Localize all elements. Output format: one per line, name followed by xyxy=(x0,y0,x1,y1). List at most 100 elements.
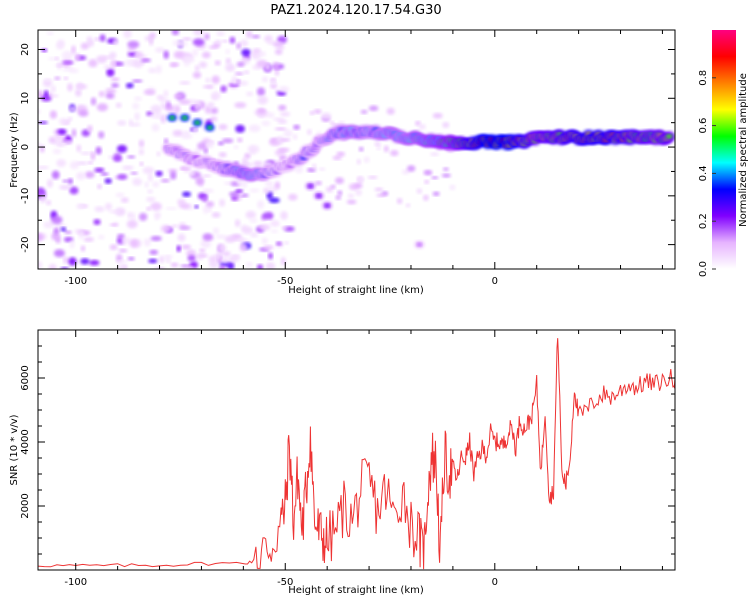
heatmap-blob xyxy=(38,121,48,125)
heatmap-blob xyxy=(76,144,82,153)
heatmap-blob xyxy=(111,83,120,88)
colorbar-label: Normalized spectral amplitude xyxy=(738,73,749,227)
heatmap-blob xyxy=(219,264,227,269)
heatmap-blob xyxy=(313,109,322,114)
heatmap-blob xyxy=(281,138,291,142)
heatmap-blob xyxy=(205,201,215,208)
heatmap-blob xyxy=(103,65,111,69)
heatmap-blob xyxy=(329,120,335,125)
heatmap-blob xyxy=(241,57,250,65)
heatmap-blob xyxy=(197,142,208,151)
heatmap-blob xyxy=(220,85,227,93)
heatmap-blob xyxy=(109,223,119,227)
heatmap-blob xyxy=(53,227,60,235)
heatmap-blob xyxy=(204,33,210,41)
heatmap-blob xyxy=(139,161,144,166)
heatmap-blob xyxy=(236,42,241,50)
heatmap-blob xyxy=(261,237,268,245)
heatmap-blob xyxy=(257,107,266,114)
heatmap-blob xyxy=(163,89,169,98)
heatmap-blob xyxy=(115,102,122,108)
heatmap-blob xyxy=(120,197,129,203)
heatmap-blob xyxy=(68,257,77,266)
heatmap-blob xyxy=(51,170,60,180)
spectrogram-y-tick-label: -20 xyxy=(20,236,31,252)
heatmap-blob xyxy=(69,106,76,112)
heatmap-blob xyxy=(62,60,74,65)
heatmap-blob xyxy=(233,145,239,150)
heatmap-blob xyxy=(63,76,69,80)
heatmap-blob xyxy=(202,85,215,89)
heatmap-blob xyxy=(236,79,241,83)
heatmap-blob xyxy=(227,262,235,269)
heatmap-blob xyxy=(182,55,195,64)
figure-title: PAZ1.2024.120.17.54.G30 xyxy=(270,3,441,18)
heatmap-blob xyxy=(178,99,191,105)
heatmap-blob xyxy=(205,141,214,149)
heatmap-blob xyxy=(71,128,77,138)
heatmap-blob xyxy=(376,145,381,151)
heatmap-blob xyxy=(202,188,214,193)
heatmap-blob xyxy=(67,178,73,185)
heatmap-blob xyxy=(127,40,140,49)
heatmap-blob xyxy=(360,109,368,114)
heatmap-blob xyxy=(57,39,65,49)
heatmap-blob xyxy=(150,104,162,114)
heatmap-blob xyxy=(192,126,198,134)
heatmap-blob xyxy=(160,224,172,233)
heatmap-blob xyxy=(69,240,75,249)
heatmap-blob xyxy=(202,233,213,241)
heatmap-blob xyxy=(192,71,202,79)
heatmap-blob xyxy=(234,102,247,109)
heatmap-blob xyxy=(155,170,163,177)
heatmap-blob xyxy=(64,230,72,234)
heatmap-blob xyxy=(150,202,162,211)
heatmap-blob xyxy=(146,196,156,202)
colorbar-gradient xyxy=(712,30,736,269)
heatmap-blob xyxy=(174,105,181,114)
heatmap-blob xyxy=(141,58,151,63)
heatmap-blob xyxy=(193,148,200,154)
heatmap-blob xyxy=(243,70,250,75)
heatmap-blob xyxy=(280,257,286,266)
heatmap-blob xyxy=(335,177,344,184)
heatmap-blob xyxy=(241,48,251,57)
heatmap-blob xyxy=(390,149,399,157)
heatmap-blob xyxy=(252,48,261,55)
heatmap-blob xyxy=(441,173,451,178)
heatmap-blob xyxy=(122,165,134,170)
heatmap-blob xyxy=(40,95,52,102)
heatmap-blob xyxy=(170,262,179,268)
heatmap-blob xyxy=(76,82,84,90)
heatmap-blob xyxy=(234,72,244,76)
heatmap-blob xyxy=(270,220,280,227)
heatmap-blob xyxy=(182,115,188,120)
snr-panel: -100 -50 0 2000 4000 6000 Height of straight … xyxy=(9,329,676,596)
heatmap-blob xyxy=(125,82,134,89)
heatmap-blob xyxy=(245,91,254,97)
heatmap-blob xyxy=(48,136,57,144)
heatmap-blob xyxy=(283,129,293,138)
heatmap-blob xyxy=(211,75,220,84)
heatmap-blob xyxy=(80,245,86,252)
heatmap-blob xyxy=(132,102,140,110)
heatmap-blob xyxy=(38,165,50,170)
snr-x-tick-label: -50 xyxy=(277,577,293,588)
heatmap-blob xyxy=(171,30,180,36)
heatmap-blob xyxy=(163,50,169,60)
heatmap-blob xyxy=(209,116,218,122)
heatmap-blob xyxy=(84,171,95,179)
heatmap-blob xyxy=(245,262,253,268)
spectrogram-y-tick-label: 0 xyxy=(20,144,31,150)
heatmap-blob xyxy=(127,256,135,261)
spectrogram-x-tick-label: -100 xyxy=(64,276,87,287)
snr-y-tick-label: 4000 xyxy=(20,429,31,454)
heatmap-blob xyxy=(115,192,125,198)
heatmap-blob xyxy=(335,195,342,200)
heatmap-blob xyxy=(346,199,357,205)
heatmap-blob xyxy=(202,174,212,178)
heatmap-blob xyxy=(386,107,395,115)
heatmap-blob xyxy=(235,124,245,133)
heatmap-blob xyxy=(281,226,288,230)
heatmap-blob xyxy=(152,181,160,188)
